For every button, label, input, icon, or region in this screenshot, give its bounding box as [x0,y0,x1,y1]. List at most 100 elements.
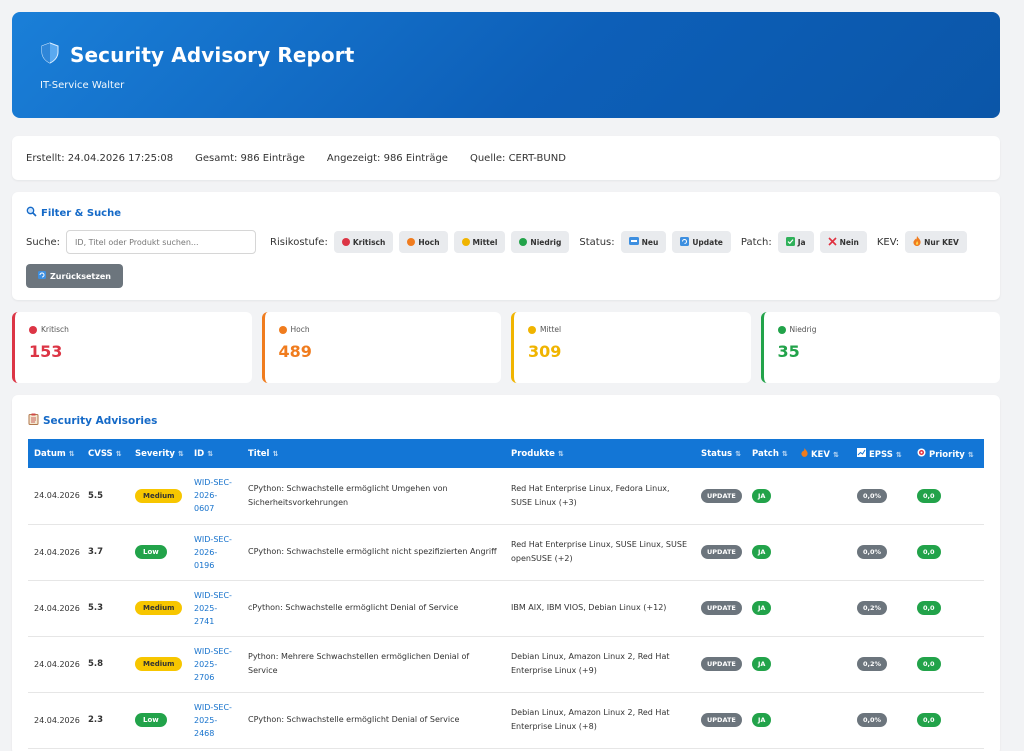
cell-epss: 0,2% [851,580,911,637]
col-header-priority[interactable]: Priority ⇅ [911,439,984,468]
cell-severity: Medium [129,468,188,525]
severity-badge: Medium [135,601,183,615]
sort-icon: ⇅ [967,450,974,459]
cell-title: CPython: Schwachstelle ermöglicht nicht … [242,524,505,581]
cell-kev [795,468,851,525]
filter-title: Filter & Suche [26,206,986,220]
epss-badge: 0,0% [857,545,888,559]
advisory-id-link[interactable]: WID-SEC- 2026- 0607 [194,478,232,514]
stat-value: 309 [528,342,562,361]
report-info-bar: Erstellt: 24.04.2026 17:25:08 Gesamt: 98… [12,136,1000,180]
table-row[interactable]: 24.04.2026 5.5 Medium WID-SEC- 2026- 0607 CPyt… [28,468,984,525]
col-header-produkte[interactable]: Produkte ⇅ [505,439,695,468]
col-header-kev[interactable]: KEV ⇅ [795,439,851,468]
col-header-datum[interactable]: Datum ⇅ [28,439,82,468]
page-title: Security Advisory Report [70,43,355,67]
cell-title: CPython: Schwachstelle ermöglicht Umgehe… [242,468,505,525]
cell-kev [795,580,851,637]
cell-priority: 0,0 [911,692,984,749]
cell-date: 24.04.2026 [28,524,82,581]
search-input[interactable] [66,230,257,254]
chart-icon [857,447,866,460]
risk-filter-hoch[interactable]: Hoch [399,231,448,253]
severity-badge: Medium [135,488,183,503]
sort-icon: ⇅ [207,449,214,458]
risk-filter-kritisch[interactable]: Kritisch [333,231,394,253]
risk-filter-niedrig[interactable]: Niedrig [511,231,570,253]
cell-cvss: 5.8 [82,636,129,693]
stat-value: 153 [29,342,63,361]
cell-products: Debian Linux, Amazon Linux 2, Red Hat En… [505,636,695,693]
cell-date: 24.04.2026 [28,636,82,693]
col-header-patch[interactable]: Patch ⇅ [746,439,795,468]
epss-badge: 0,2% [857,601,888,615]
cell-priority: 0,0 [911,468,984,525]
stat-value: 35 [777,342,800,361]
table-header-row: Datum ⇅ CVSS ⇅ Severity ⇅ ID ⇅ Titel ⇅ Produk… [28,439,984,468]
sort-icon: ⇅ [272,449,279,458]
patch-filter-ja[interactable]: Ja [777,231,814,253]
cell-patch: JA [746,524,795,581]
cell-cvss: 2.3 [82,692,129,749]
col-header-severity[interactable]: Severity ⇅ [129,439,188,468]
reset-button[interactable]: Zurücksetzen [26,264,123,288]
advisory-id-link[interactable]: WID-SEC- 2026- 0196 [194,534,232,570]
cross-icon [828,236,837,248]
search-label: Suche: [26,236,61,248]
cell-id: WID-SEC- 2025- 2706 [188,636,242,693]
advisory-id-link[interactable]: WID-SEC- 2025- 2468 [194,702,232,738]
cell-patch: JA [746,580,795,637]
risk-filter-mittel[interactable]: Mittel [453,231,506,253]
table-row[interactable]: 24.04.2026 2.3 Low WID-SEC- 2025- 2468 CPython… [28,692,984,749]
fire-icon [801,447,808,460]
table-row[interactable]: 24.04.2026 5.3 Medium WID-SEC- 2025- 2741 cPyt… [28,580,984,637]
stats-row: Kritisch 153 Hoch 489 Mittel 309 Niedrig… [12,312,1000,383]
cell-severity: Low [129,692,188,749]
status-filter-neu[interactable]: Neu [620,231,667,253]
advisories-panel: Security Advisories Datum ⇅ CVSS ⇅ Severit… [12,395,1000,751]
col-header-titel[interactable]: Titel ⇅ [242,439,505,468]
cell-title: cPython: Schwachstelle ermöglicht Denial… [242,580,505,637]
advisories-table-body: 24.04.2026 5.5 Medium WID-SEC- 2026- 0607 CPyt… [28,468,984,749]
table-row[interactable]: 24.04.2026 3.7 Low WID-SEC- 2026- 0196 CPython… [28,524,984,581]
cell-date: 24.04.2026 [28,580,82,637]
col-header-id[interactable]: ID ⇅ [188,439,242,468]
title-row: Security Advisory Report [40,42,972,68]
col-header-status[interactable]: Status ⇅ [695,439,746,468]
target-icon [917,448,926,460]
cell-priority: 0,0 [911,636,984,693]
created-date: Erstellt: 24.04.2026 17:25:08 [26,152,174,164]
advisory-id-link[interactable]: WID-SEC- 2025- 2706 [194,646,232,682]
table-row[interactable]: 24.04.2026 5.8 Medium WID-SEC- 2025- 2706 Pyth… [28,636,984,693]
patch-filter-nein[interactable]: Nein [819,231,867,253]
sort-icon: ⇅ [68,449,75,458]
epss-badge: 0,0% [857,488,888,503]
patch-label: Patch: [740,236,772,248]
green-circle-icon [519,238,528,246]
new-icon [628,237,639,247]
patch-badge: JA [752,601,772,615]
status-badge: UPDATE [701,713,742,727]
kev-filter[interactable]: Nur KEV [905,231,967,253]
cell-kev [795,524,851,581]
status-filter-update[interactable]: Update [672,231,731,253]
advisory-id-link[interactable]: WID-SEC- 2025- 2741 [194,590,232,626]
cell-status: UPDATE [695,468,746,525]
cell-kev [795,692,851,749]
shown-entries: Angezeigt: 986 Einträge [326,152,448,164]
priority-badge: 0,0 [917,601,941,615]
cell-status: UPDATE [695,524,746,581]
cell-priority: 0,0 [911,580,984,637]
clipboard-icon [28,413,39,428]
col-header-cvss[interactable]: CVSS ⇅ [82,439,129,468]
cell-patch: JA [746,468,795,525]
cell-status: UPDATE [695,692,746,749]
cell-cvss: 5.5 [82,468,129,525]
sort-icon: ⇅ [832,450,839,459]
cell-severity: Low [129,524,188,581]
stat-card-mittel: Mittel 309 [511,312,751,383]
cell-id: WID-SEC- 2026- 0607 [188,468,242,525]
col-header-epss[interactable]: EPSS ⇅ [851,439,911,468]
severity-badge: Medium [135,657,183,671]
red-circle-icon [29,325,37,334]
